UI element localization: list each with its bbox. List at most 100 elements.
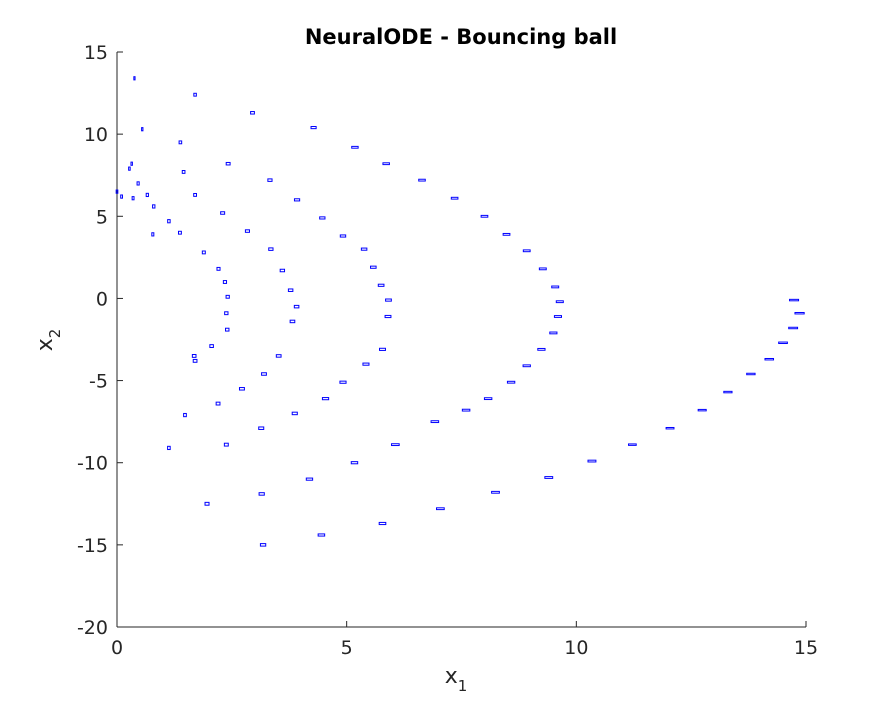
data-point [384,314,392,319]
y-axis-label-base: x [33,338,58,351]
x-tick-label: 15 [794,637,818,659]
y-tick-label: 10 [84,124,108,146]
data-point [697,408,707,412]
data-point [167,219,171,224]
data-point [789,298,800,302]
data-point [450,196,459,200]
data-point [551,285,560,289]
data-point [223,442,229,447]
data-point [310,126,317,130]
data-point [238,387,245,391]
data-point [279,268,286,273]
data-point [130,161,133,166]
data-point [483,397,493,401]
data-point [764,357,775,361]
y-tick-label: 0 [96,288,108,310]
data-point [152,204,156,209]
x-ticks: 0 5 10 15 [111,621,818,659]
data-point [553,315,562,318]
x-axis-label: x1 [445,664,468,695]
data-point [120,194,123,199]
data-point [377,283,385,287]
series-5 [351,145,597,511]
data-point [289,319,296,324]
data-point [131,196,135,201]
data-point [267,178,273,182]
data-point [778,341,788,345]
data-point [491,490,500,494]
data-point [193,92,197,97]
x-tick-label: 0 [111,637,123,659]
y-axis-label-subscript: 2 [46,329,64,339]
y-ticks: 15 10 5 0 -5 -10 -15 -20 [77,42,123,639]
data-point [385,298,392,302]
data-point [181,170,186,174]
data-point [350,461,359,465]
y-axis-label: x2 [33,329,64,352]
data-point [788,326,799,330]
data-markers [115,76,805,547]
data-point [293,198,301,202]
data-point [587,459,597,463]
data-point [192,358,198,363]
data-point [538,267,547,271]
series-4 [293,126,392,537]
data-point [225,327,230,332]
data-point [287,288,294,292]
axes: 0 5 10 15 15 10 5 0 -5 -10 -15 -20 [77,42,818,659]
data-point [436,507,445,511]
data-point [418,178,426,182]
data-point [379,347,386,351]
x-axis-label-subscript: 1 [458,677,468,695]
data-point [259,543,267,547]
chart-title: NeuralODE - Bouncing ball [305,25,617,49]
data-point [317,533,326,537]
data-point [549,331,558,335]
data-point [430,420,440,424]
data-point [215,401,221,406]
series-2 [177,92,230,506]
data-point [305,477,314,481]
data-point [502,232,511,236]
data-point [204,501,210,506]
data-point [339,234,347,238]
data-point [555,300,564,304]
data-point [321,397,330,401]
data-point [360,247,368,251]
data-point [222,280,228,284]
data-point [293,304,300,309]
data-point [250,111,255,115]
data-point [209,344,214,348]
data-point [128,166,131,171]
data-point [351,145,359,149]
data-point [258,492,265,496]
data-point [506,380,516,384]
y-tick-label: 5 [96,206,108,228]
data-point [537,347,546,351]
data-point [201,250,206,255]
data-point [378,521,387,526]
data-point [362,362,370,366]
data-point [268,247,274,251]
data-point [391,443,400,447]
y-tick-label: -20 [77,617,108,639]
data-point [258,426,265,430]
data-point [522,364,531,368]
series-1 [115,76,187,451]
data-point [319,216,326,220]
data-point [151,232,155,237]
data-point [133,76,136,81]
data-point [628,443,637,446]
data-point [145,192,149,198]
data-point [382,162,390,166]
y-tick-label: 15 [84,42,108,64]
y-tick-label: -5 [89,371,108,393]
data-point [136,181,140,186]
data-point [225,294,230,299]
data-point [291,411,298,416]
data-point [746,372,756,376]
series-6 [628,298,805,446]
data-point [216,266,221,271]
data-point [191,354,197,358]
